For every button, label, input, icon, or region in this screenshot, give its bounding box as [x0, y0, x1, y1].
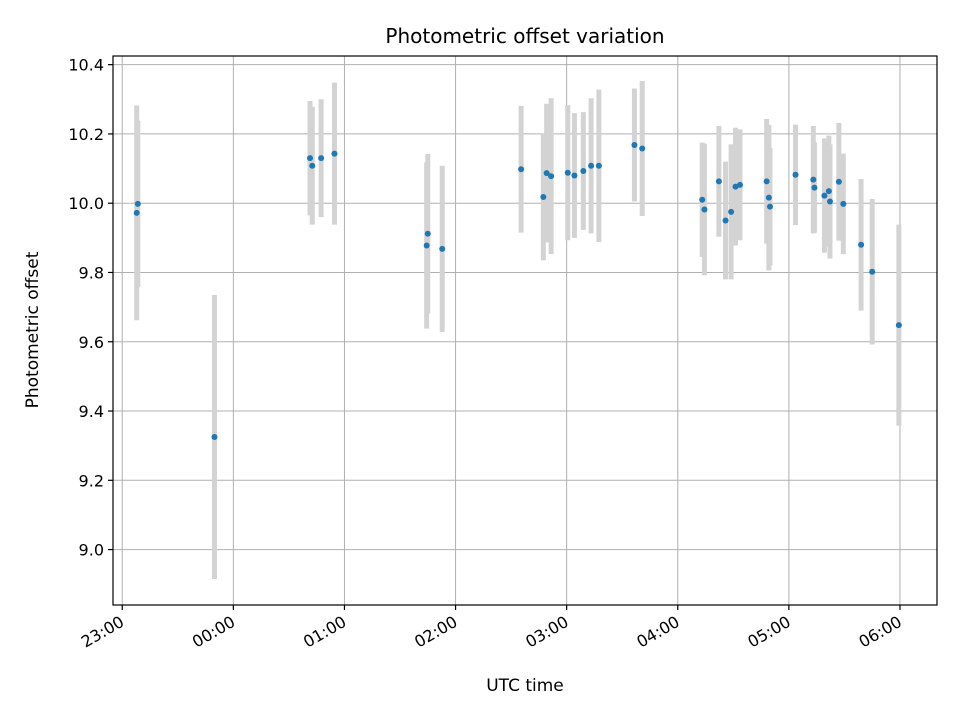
data-point — [728, 208, 735, 215]
data-point — [699, 196, 706, 203]
data-point — [580, 167, 587, 174]
y-tick-label: 9.0 — [79, 541, 104, 560]
data-point — [211, 434, 218, 441]
data-point — [765, 194, 772, 201]
y-tick-label: 10.0 — [68, 194, 104, 213]
data-point — [134, 200, 141, 207]
data-point — [309, 162, 316, 169]
data-point — [810, 176, 817, 183]
data-point — [722, 217, 729, 224]
data-point — [318, 155, 325, 162]
data-point — [835, 178, 842, 185]
data-point — [540, 193, 547, 200]
x-axis-label: UTC time — [486, 676, 564, 696]
data-point — [548, 173, 555, 180]
data-point — [439, 245, 446, 252]
plot-frame — [112, 55, 938, 606]
y-tick-label: 9.4 — [79, 402, 104, 421]
data-point — [639, 145, 646, 152]
y-tick-label: 9.6 — [79, 333, 104, 352]
data-point — [840, 200, 847, 207]
data-point — [331, 150, 338, 157]
y-axis-label: Photometric offset — [23, 251, 43, 408]
y-tick-label: 9.2 — [79, 471, 104, 490]
chart-title: Photometric offset variation — [385, 24, 664, 48]
data-point — [518, 166, 525, 173]
grid-lines — [113, 56, 937, 605]
data-point — [869, 268, 876, 275]
data-point — [307, 155, 314, 162]
data-point — [858, 241, 865, 248]
data-point — [763, 178, 770, 185]
data-point — [715, 178, 722, 185]
y-tick-label: 9.8 — [79, 263, 104, 282]
data-point — [595, 162, 602, 169]
data-point — [792, 171, 799, 178]
data-points — [133, 142, 902, 441]
y-tick-label: 10.2 — [68, 125, 104, 144]
data-point — [826, 198, 833, 205]
data-point — [736, 181, 743, 188]
data-point — [564, 169, 571, 176]
data-point — [701, 206, 708, 213]
data-point — [588, 162, 595, 169]
y-tick-label: 10.4 — [68, 56, 104, 75]
data-point — [424, 230, 431, 237]
data-point — [423, 242, 430, 249]
data-point — [811, 184, 818, 191]
y-axis-ticks: 9.0 9.2 9.4 9.6 9.8 10.0 10.2 10.4 — [68, 56, 113, 560]
data-point — [825, 188, 832, 195]
data-point — [543, 170, 550, 177]
data-point — [631, 142, 638, 149]
data-point — [766, 203, 773, 210]
data-point — [821, 192, 828, 199]
data-point — [571, 172, 578, 179]
data-point — [133, 209, 140, 216]
data-point — [895, 322, 902, 329]
